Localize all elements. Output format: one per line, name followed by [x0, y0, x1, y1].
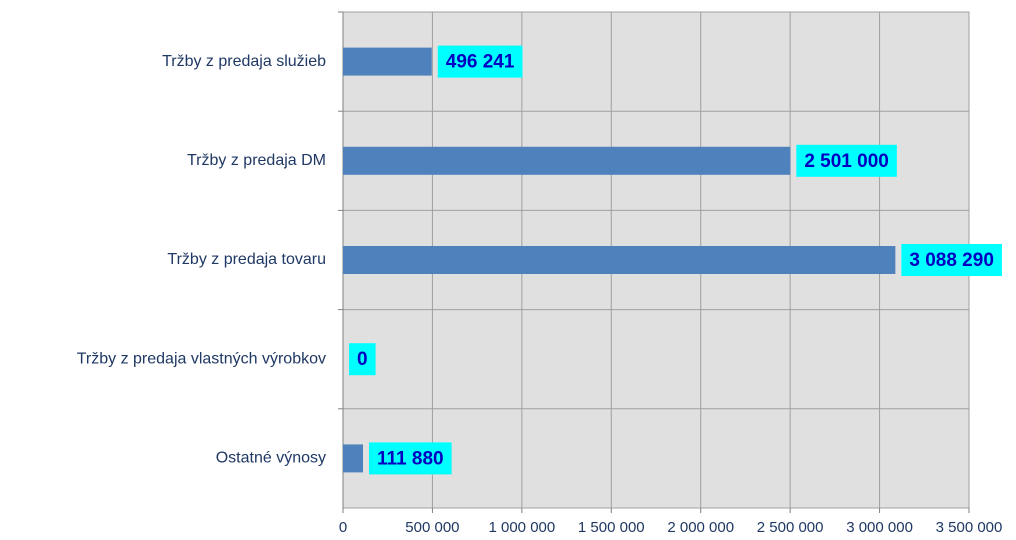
x-tick-label: 0: [339, 519, 347, 536]
value-label-box: [796, 144, 897, 177]
x-tick-label: 1 500 000: [578, 519, 645, 536]
category-label: Tržby z predaja služieb: [162, 53, 326, 70]
x-tick-label: 2 000 000: [667, 519, 734, 536]
value-label-box: [437, 45, 523, 78]
value-label: 3 088 290: [909, 250, 994, 271]
value-label-box: [369, 442, 452, 475]
value-label: 2 501 000: [804, 151, 889, 172]
x-tick-label: 3 000 000: [846, 519, 913, 536]
category-label: Tržby z predaja DM: [187, 152, 326, 169]
category-label: Tržby z predaja tovaru: [167, 251, 326, 268]
x-tick-label: 1 000 000: [488, 519, 555, 536]
value-label: 111 880: [377, 448, 444, 469]
bar: [343, 47, 432, 76]
value-label-box: [349, 343, 376, 376]
bar: [343, 146, 791, 175]
value-label-box: [901, 244, 1002, 276]
category-label: Tržby z predaja vlastných výrobkov: [77, 350, 326, 367]
x-tick-label: 3 500 000: [936, 519, 1003, 536]
bar: [343, 444, 364, 473]
value-label: 0: [357, 349, 368, 370]
bar: [343, 246, 896, 274]
x-tick-label: 2 500 000: [757, 519, 824, 536]
value-label: 496 241: [446, 52, 515, 73]
category-label: Ostatné výnosy: [216, 450, 326, 467]
x-tick-label: 500 000: [405, 519, 459, 536]
